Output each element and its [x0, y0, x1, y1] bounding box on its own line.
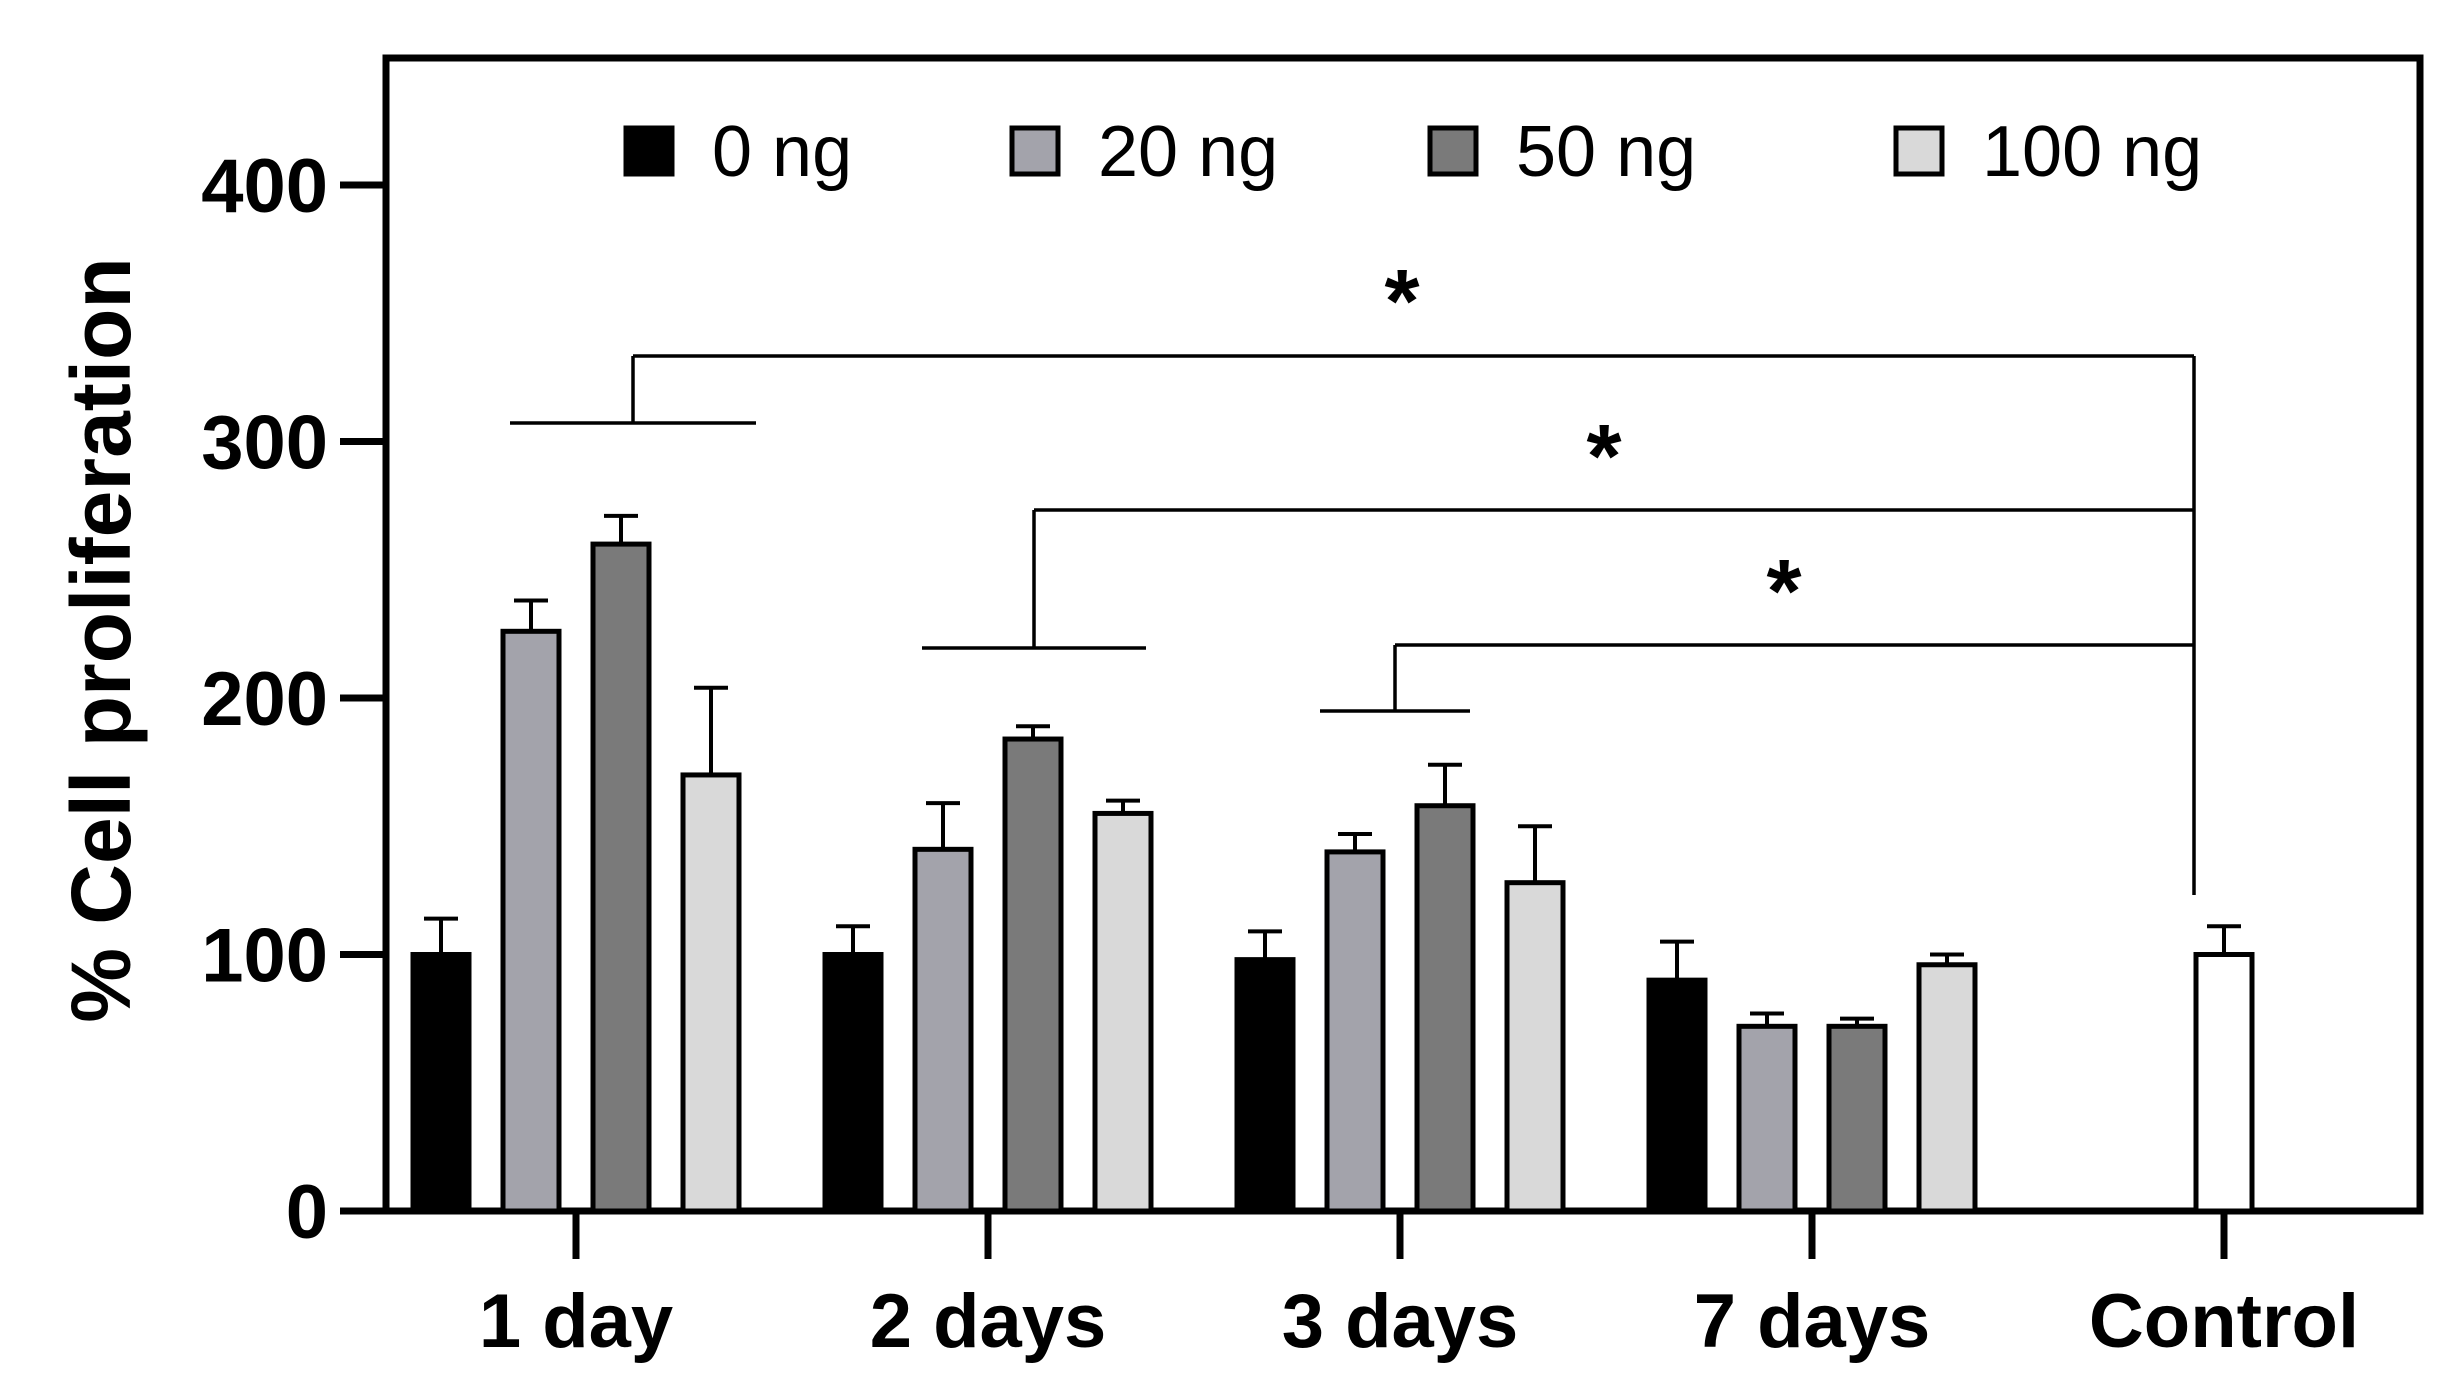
y-tick-label: 300: [201, 401, 328, 486]
x-tick-label: 2 days: [870, 1279, 1107, 1364]
y-axis-label: % Cell proliferation: [54, 257, 148, 1022]
x-tick-label: 3 days: [1282, 1279, 1519, 1364]
bar-100ng-4: [1916, 962, 1978, 1214]
y-tick-label: 0: [286, 1170, 328, 1255]
bar-100ng-3: [1504, 880, 1566, 1214]
bar-100ng-2: [1092, 810, 1154, 1214]
bar-50ng-2: [1002, 736, 1064, 1214]
bar-20ng-1: [500, 628, 562, 1214]
bar-0ng-4: [1646, 977, 1708, 1214]
x-tick-label: 7 days: [1694, 1279, 1931, 1364]
legend-label: 0 ng: [712, 112, 852, 192]
y-tick-label: 200: [201, 657, 328, 742]
x-tick-label: Control: [2089, 1279, 2359, 1364]
legend-swatch: [1427, 125, 1479, 177]
bar-50ng-4: [1826, 1023, 1888, 1214]
bar-20ng-3: [1324, 849, 1386, 1214]
bar-100ng-1: [680, 772, 742, 1214]
legend-label: 50 ng: [1516, 112, 1696, 192]
legend-label: 100 ng: [1982, 112, 2202, 192]
bar-50ng-1: [590, 541, 652, 1214]
bar-50ng-3: [1414, 803, 1476, 1214]
bar-0ng-1: [410, 952, 472, 1214]
bar-control: [2193, 952, 2255, 1214]
legend-swatch: [1893, 125, 1945, 177]
x-tick-label: 1 day: [479, 1279, 673, 1364]
legend-label: 20 ng: [1098, 112, 1278, 192]
legend-swatch: [623, 125, 675, 177]
bar-20ng-4: [1736, 1023, 1798, 1214]
bar-20ng-2: [912, 846, 974, 1214]
bar-0ng-3: [1234, 957, 1296, 1214]
significance-star: *: [1586, 407, 1621, 507]
y-tick-label: 100: [201, 914, 328, 999]
y-tick-label: 400: [201, 144, 328, 229]
legend-swatch: [1009, 125, 1061, 177]
bar-0ng-2: [822, 952, 884, 1214]
significance-star: *: [1384, 252, 1419, 352]
significance-star: *: [1766, 542, 1801, 642]
